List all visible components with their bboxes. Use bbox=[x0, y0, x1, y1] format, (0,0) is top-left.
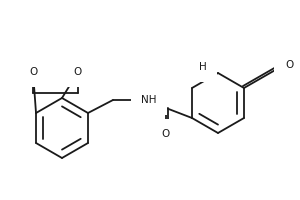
Text: NH: NH bbox=[141, 95, 157, 105]
Text: H: H bbox=[199, 62, 207, 72]
Text: O: O bbox=[29, 67, 37, 77]
Text: O: O bbox=[74, 67, 82, 77]
Text: O: O bbox=[162, 129, 170, 139]
Text: O: O bbox=[285, 60, 293, 70]
Text: H: H bbox=[145, 95, 153, 105]
